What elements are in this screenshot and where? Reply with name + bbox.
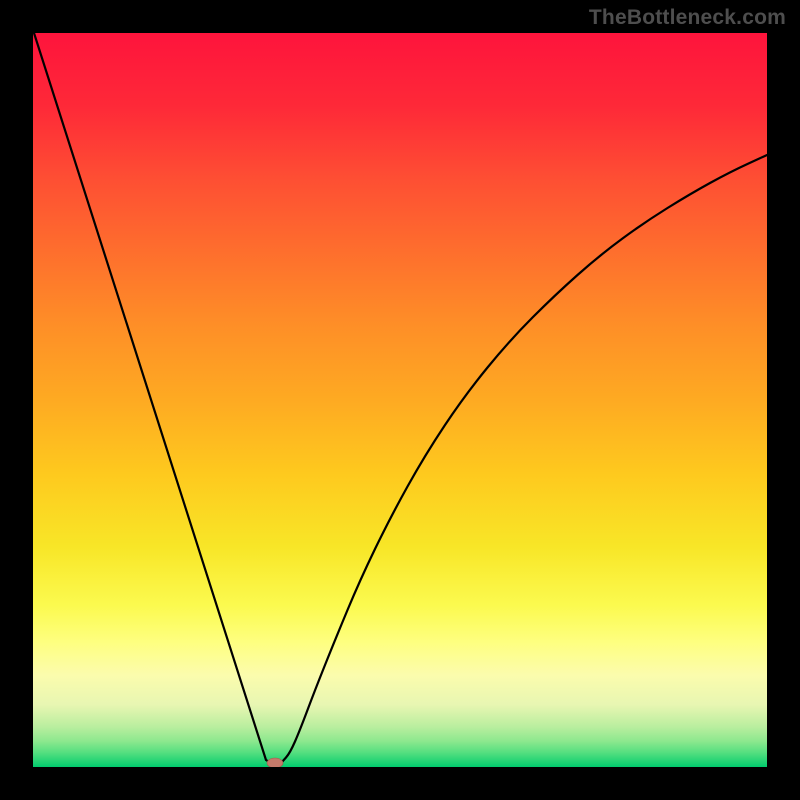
chart-container: TheBottleneck.com bbox=[0, 0, 800, 800]
optimal-point-marker bbox=[267, 758, 283, 768]
heat-gradient-background bbox=[33, 33, 767, 767]
watermark-label: TheBottleneck.com bbox=[589, 6, 786, 30]
bottleneck-curve-chart bbox=[0, 0, 800, 800]
